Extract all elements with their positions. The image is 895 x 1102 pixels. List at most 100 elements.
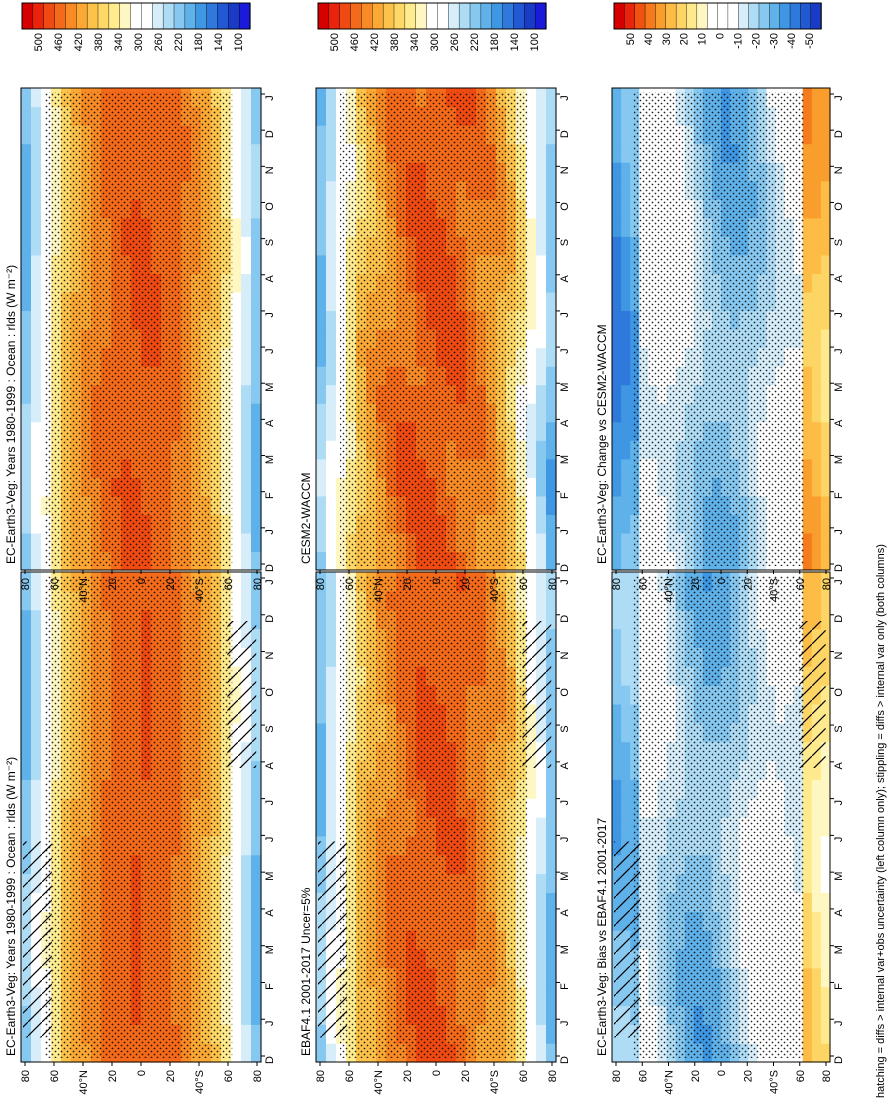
heatmap-cell [802, 384, 813, 404]
lat-tick-label: 80 [821, 1070, 833, 1082]
heatmap-cell [621, 347, 631, 367]
heatmap-cell [21, 685, 32, 705]
heatmap-cell [251, 609, 262, 630]
heatmap-cell [536, 421, 547, 441]
heatmap-cell [316, 1043, 327, 1063]
panel-middle-left: 80 60 40°N 20 0 20 40°S 60 80DJFMAMJJASONDJEBAF4… [299, 484, 571, 1095]
heatmap-cell [820, 685, 831, 705]
heatmap-cell [612, 199, 622, 219]
month-tick-label: J [559, 837, 571, 843]
heatmap-cell [231, 125, 242, 145]
heatmap-cell [802, 273, 813, 293]
heatmap-cell [316, 143, 327, 163]
heatmap-cell [811, 835, 822, 856]
heatmap-cell [31, 551, 42, 571]
hatching-north [23, 841, 52, 1038]
heatmap-cell [536, 403, 547, 423]
colorbar-swatch [184, 2, 197, 30]
lat-tick-label: 0 [716, 1070, 728, 1076]
heatmap-cell [316, 514, 327, 534]
heatmap-cell [811, 551, 822, 571]
month-tick-label: A [833, 909, 845, 917]
heatmap-cell [546, 180, 557, 200]
heatmap-cell [526, 986, 537, 1007]
heatmap-cell [231, 421, 242, 441]
month-tick-label: J [264, 529, 276, 535]
heatmap-cell [241, 760, 252, 780]
heatmap-cell [251, 798, 262, 818]
lat-tick-label: 0 [431, 1070, 443, 1076]
heatmap-cell [241, 572, 252, 592]
heatmap-cell [526, 514, 537, 534]
heatmap-cell [612, 310, 622, 330]
heatmap-cell [621, 143, 631, 163]
heatmap-cell [21, 741, 32, 762]
heatmap-cell [612, 440, 622, 460]
heatmap-cell [526, 88, 537, 108]
heatmap-cell [546, 273, 557, 293]
heatmap-cell [546, 551, 557, 571]
heatmap-cell [31, 310, 42, 330]
colorbar-swatch [426, 2, 439, 30]
heatmap-cell [546, 930, 557, 950]
heatmap-cell [546, 1043, 557, 1063]
heatmap-cell [241, 514, 252, 534]
heatmap-cell [316, 440, 327, 460]
lat-tick-label: 20 [107, 578, 119, 590]
colorbar-swatch [97, 2, 110, 30]
heatmap-cell [231, 817, 242, 837]
heatmap-cell [241, 199, 252, 219]
lat-tick-label: 60 [344, 578, 356, 590]
heatmap-cell [802, 236, 813, 256]
heatmap-cell [546, 291, 557, 312]
colorbar-swatch [437, 2, 449, 30]
heatmap-cell [820, 162, 831, 182]
heatmap-cell [621, 329, 631, 349]
heatmap-cell [241, 310, 252, 330]
heatmap-cell [802, 572, 813, 592]
heatmap-cell [820, 722, 831, 743]
heatmap-cell [31, 760, 42, 780]
heatmap-cell [526, 817, 537, 837]
heatmap-cell [811, 477, 822, 497]
heatmap-cell [231, 532, 242, 553]
heatmap-cell [820, 911, 831, 931]
heatmap-cell [251, 291, 262, 312]
heatmap-cell [802, 125, 813, 145]
heatmap-cell [241, 384, 252, 404]
heatmap-cell [820, 217, 831, 237]
colorbar-swatch [655, 2, 667, 30]
heatmap-cell [802, 403, 813, 423]
colorbar-tick-label: 260 [449, 33, 461, 51]
month-tick-label: N [264, 652, 276, 660]
heatmap-cell [546, 986, 557, 1007]
heatmap-cell [621, 125, 631, 145]
heatmap-cell [231, 495, 242, 515]
heatmap-cell [820, 760, 831, 780]
heatmap-cell [820, 180, 831, 200]
heatmap-cell [546, 217, 557, 237]
heatmap-cell [526, 217, 537, 237]
heatmap-cell [241, 779, 252, 799]
heatmap-cell [612, 273, 622, 293]
heatmap-cell [802, 798, 813, 818]
lat-tick-label: 60 [637, 1070, 649, 1082]
heatmap-cell [811, 421, 822, 441]
month-tick-label: D [264, 564, 276, 572]
heatmap-cell [811, 798, 822, 818]
heatmap-cell [820, 551, 831, 571]
heatmap-cell [241, 329, 252, 349]
heatmap-cell [231, 930, 242, 950]
heatmap-cell [621, 217, 631, 237]
colorbar-swatch [350, 2, 363, 30]
heatmap-cell [536, 1005, 547, 1025]
heatmap-cell [231, 1024, 242, 1044]
heatmap-cell [231, 162, 242, 182]
heatmap-cell [251, 125, 262, 145]
heatmap-cell [31, 162, 42, 182]
heatmap-cell [811, 911, 822, 931]
heatmap-cell [802, 1043, 813, 1063]
heatmap-cell [241, 403, 252, 423]
month-tick-label: M [833, 945, 845, 954]
colorbar-swatch [779, 2, 791, 30]
